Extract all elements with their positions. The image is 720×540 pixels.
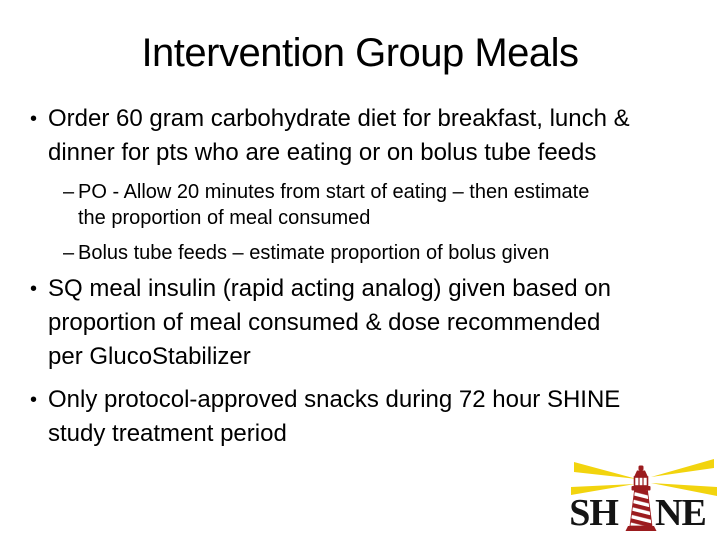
logo-text-sh: SH bbox=[569, 492, 618, 534]
bullet-marker: • bbox=[30, 278, 38, 300]
sub-bullet-item: – Bolus tube feeds – estimate proportion… bbox=[63, 240, 692, 266]
bullet-list: • Order 60 gram carbohydrate diet for br… bbox=[30, 102, 692, 451]
bullet-item: • Order 60 gram carbohydrate diet for br… bbox=[30, 102, 692, 170]
bullet-text: PO - Allow 20 minutes from start of eati… bbox=[78, 181, 590, 229]
bullet-marker: • bbox=[30, 108, 38, 130]
bullet-text: SQ meal insulin (rapid acting analog) gi… bbox=[48, 275, 612, 370]
bullet-marker: • bbox=[30, 389, 38, 411]
bullet-item: • SQ meal insulin (rapid acting analog) … bbox=[30, 272, 692, 374]
bullet-text: Only protocol-approved snacks during 72 … bbox=[48, 386, 621, 447]
bullet-text: Bolus tube feeds – estimate proportion o… bbox=[78, 242, 550, 264]
bullet-marker: – bbox=[63, 181, 75, 203]
light-beams-icon bbox=[571, 459, 717, 496]
sub-bullet-item: – PO - Allow 20 minutes from start of ea… bbox=[63, 179, 692, 231]
logo-text-ne: NE bbox=[655, 492, 706, 534]
lighthouse-icon bbox=[625, 465, 657, 531]
slide-title: Intervention Group Meals bbox=[141, 31, 579, 75]
shine-logo-graphic: SH NE bbox=[569, 459, 717, 534]
bullet-text: Order 60 gram carbohydrate diet for brea… bbox=[48, 105, 630, 166]
shine-logo: SH NE bbox=[568, 452, 718, 536]
bullet-marker: – bbox=[63, 242, 75, 264]
bullet-item: • Only protocol-approved snacks during 7… bbox=[30, 383, 692, 451]
